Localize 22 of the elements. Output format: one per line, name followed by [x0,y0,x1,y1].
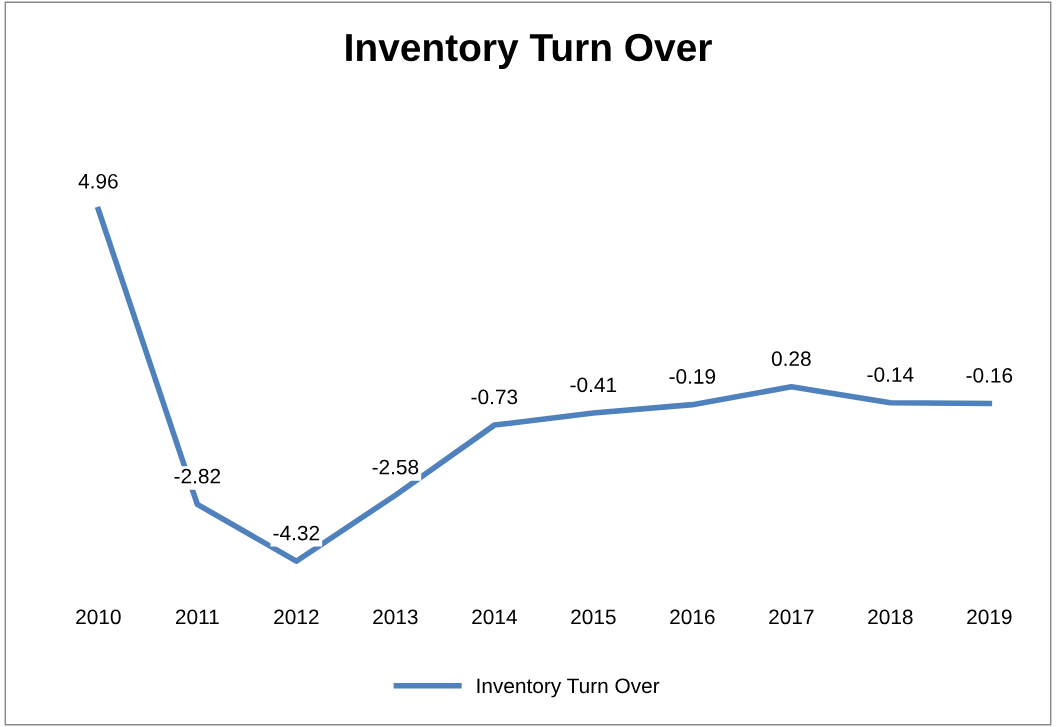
legend-label: Inventory Turn Over [477,678,660,698]
data-label: -0.14 [867,367,914,382]
x-tick-label: 2014 [472,609,517,625]
x-tick-label: 2017 [769,609,814,625]
data-label: -0.41 [570,377,617,393]
data-label: -4.32 [273,525,320,541]
data-label: -0.16 [966,367,1013,383]
x-tick-label: 2012 [274,609,319,625]
x-tick-label: 2015 [571,609,616,625]
x-tick-label: 2018 [868,609,913,625]
data-label: 4.96 [78,173,118,189]
chart-title: Inventory Turn Over [346,33,712,69]
x-tick-label: 2019 [967,609,1012,625]
data-label: 0.28 [771,351,811,367]
x-tick-label: 2011 [175,609,219,625]
data-label: -2.58 [372,459,419,475]
data-label: -0.73 [471,389,518,405]
x-tick-label: 2013 [373,609,418,625]
x-tick-label: 2010 [76,609,121,625]
data-label: -2.82 [174,468,221,484]
x-tick-label: 2016 [670,609,715,625]
data-label: -0.19 [669,369,716,384]
